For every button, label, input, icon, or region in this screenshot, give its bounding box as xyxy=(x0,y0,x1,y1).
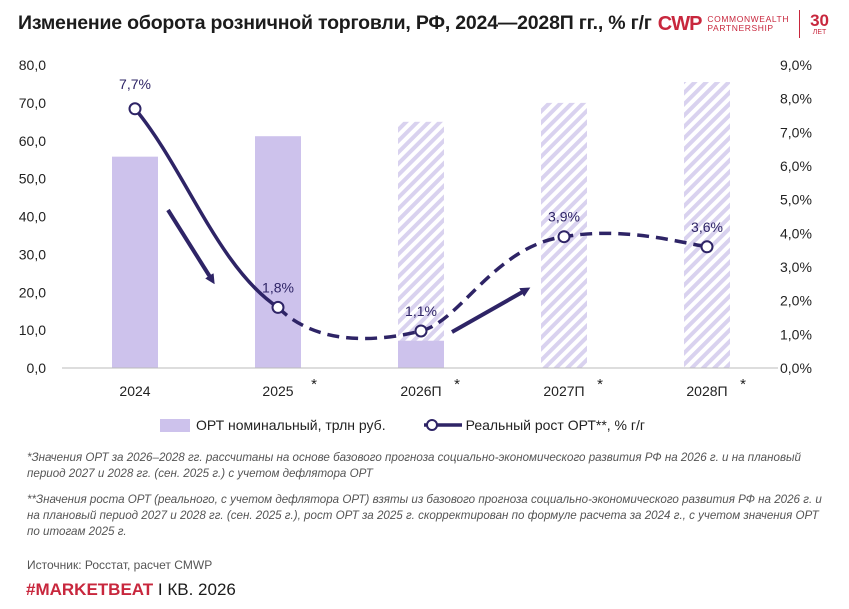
y-right-tick-label: 1,0% xyxy=(780,326,812,342)
y-right-tick-label: 6,0% xyxy=(780,158,812,174)
chart-canvas: 0,0 10,0 20,0 30,0 40,0 50,0 60,0 70,0 80,0 0,0%… xyxy=(19,57,812,399)
x-tick-label: 2027П xyxy=(543,383,584,399)
trend-arrows xyxy=(166,208,531,334)
logo-text: COMMONWEALTH PARTNERSHIP xyxy=(707,15,789,33)
x-tick-label: 2026П xyxy=(400,383,441,399)
y-left-tick-label: 30,0 xyxy=(19,246,46,262)
anniversary-label: ЛЕТ xyxy=(812,28,827,36)
x-tick-asterisk: * xyxy=(311,376,317,393)
legend-bar-swatch xyxy=(160,418,190,432)
y-left-tick-label: 70,0 xyxy=(19,95,46,111)
anniversary-badge: 30 ЛЕТ xyxy=(810,12,829,37)
anniversary-years: 30 xyxy=(810,10,829,30)
footer-tag: #MARKETBEAT xyxy=(26,580,154,599)
chart-title: Изменение оборота розничной торговли, РФ… xyxy=(18,12,652,34)
chart-legend: ОРТ номинальный, трлн руб. Реальный рост… xyxy=(160,417,645,433)
line-data-label: 7,7% xyxy=(119,76,151,92)
y-left-tick-label: 10,0 xyxy=(19,322,46,338)
line-data-label: 1,8% xyxy=(262,279,294,295)
line-point xyxy=(700,240,714,254)
bar-solid-part xyxy=(398,340,444,368)
logo-separator xyxy=(799,10,801,38)
line-point xyxy=(271,300,285,314)
footnote-2: **Значения роста ОРТ (реального, с учето… xyxy=(27,493,822,538)
y-left-tick-label: 80,0 xyxy=(19,57,46,73)
y-right-tick-label: 7,0% xyxy=(780,124,812,140)
logo-line-2: PARTNERSHIP xyxy=(707,23,774,33)
x-axis: 2024 2025 * 2026П * 2027П * 2028П * xyxy=(62,367,778,399)
y-axis-left: 0,0 10,0 20,0 30,0 40,0 50,0 60,0 70,0 80,0 xyxy=(19,57,46,376)
bar xyxy=(255,136,301,368)
y-right-tick-label: 3,0% xyxy=(780,259,812,275)
line-data-label: 1,1% xyxy=(405,303,437,319)
y-right-tick-label: 9,0% xyxy=(780,57,812,73)
line-point xyxy=(128,102,142,116)
legend-line-swatch xyxy=(423,418,462,432)
y-right-tick-label: 0,0% xyxy=(780,360,812,376)
line-data-label: 3,9% xyxy=(548,209,580,225)
company-logo: CWP COMMONWEALTH PARTNERSHIP 30 ЛЕТ xyxy=(658,10,829,38)
y-left-tick-label: 20,0 xyxy=(19,284,46,300)
logo-mark: CWP xyxy=(657,12,703,35)
footnote-1: *Значения ОРТ за 2026–2028 гг. рассчитан… xyxy=(27,451,801,480)
x-tick-asterisk: * xyxy=(597,376,603,393)
bar xyxy=(112,156,158,368)
y-left-tick-label: 50,0 xyxy=(19,171,46,187)
y-right-tick-label: 5,0% xyxy=(780,192,812,208)
footer-period: I КВ. 2026 xyxy=(153,580,236,599)
x-tick-label: 2025 xyxy=(262,383,293,399)
line-point xyxy=(557,230,571,244)
x-tick-label: 2028П xyxy=(686,383,727,399)
y-right-tick-label: 8,0% xyxy=(780,91,812,107)
bar-hatched xyxy=(684,82,730,368)
trend-arrow-up xyxy=(451,287,531,334)
y-right-tick-label: 2,0% xyxy=(780,293,812,309)
y-right-tick-label: 4,0% xyxy=(780,225,812,241)
line-series: 7,7% 1,8% 1,1% 3,9% 3,6% xyxy=(119,76,723,341)
line-segment-solid xyxy=(133,107,279,309)
source-note: Источник: Росстат, расчет CMWP xyxy=(27,558,213,572)
line-segment-dashed xyxy=(276,231,708,341)
legend-line-label: Реальный рост ОРТ**, % г/г xyxy=(465,417,645,433)
y-axis-right: 0,0% 1,0% 2,0% 3,0% 4,0% 5,0% 6,0% 7,0% 8,0% 9,0% xyxy=(780,57,812,376)
x-tick-asterisk: * xyxy=(454,376,460,393)
footer-marketbeat: #MARKETBEAT I КВ. 2026 xyxy=(26,580,236,600)
line-point xyxy=(414,324,428,338)
logo-line-1: COMMONWEALTH xyxy=(707,14,790,24)
y-left-tick-label: 60,0 xyxy=(19,133,46,149)
y-left-tick-label: 40,0 xyxy=(19,209,46,225)
x-tick-label: 2024 xyxy=(119,383,150,399)
trend-arrow-down xyxy=(166,208,215,285)
line-data-label: 3,6% xyxy=(691,219,723,235)
legend-bar-label: ОРТ номинальный, трлн руб. xyxy=(196,417,386,433)
x-tick-asterisk: * xyxy=(740,376,746,393)
y-left-tick-label: 0,0 xyxy=(27,360,47,376)
